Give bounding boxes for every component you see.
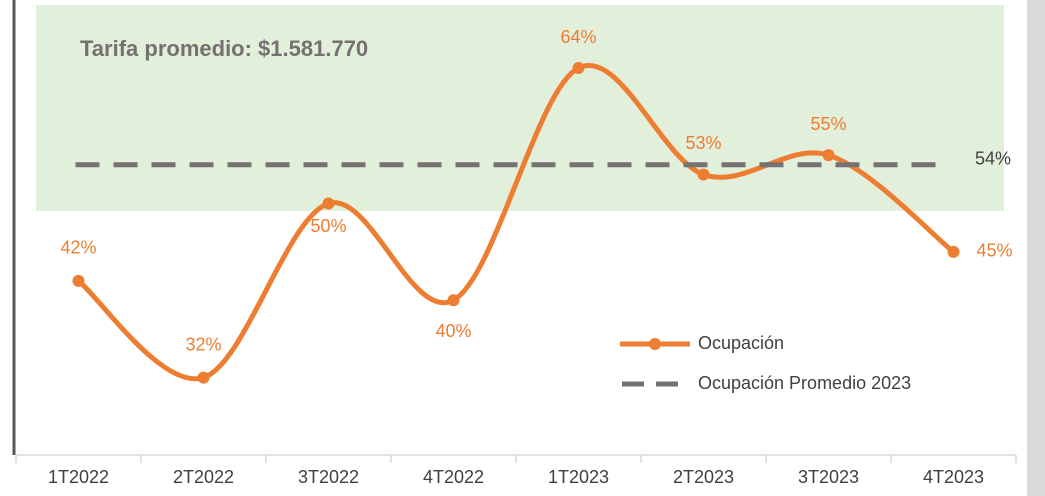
x-tick-label: 1T2022 — [48, 467, 109, 487]
data-label: 55% — [810, 114, 846, 134]
data-label: 64% — [560, 27, 596, 47]
marker — [447, 294, 460, 307]
x-tick-label: 2T2022 — [173, 467, 234, 487]
marker — [72, 274, 85, 287]
x-tick-label: 3T2022 — [298, 467, 359, 487]
x-tick-label: 3T2023 — [798, 467, 859, 487]
legend-label: Ocupación Promedio 2023 — [698, 373, 911, 393]
right-strip — [1027, 0, 1045, 496]
marker — [697, 168, 710, 181]
x-tick-label: 4T2022 — [423, 467, 484, 487]
x-tick-label: 4T2023 — [923, 467, 984, 487]
data-label: 53% — [685, 133, 721, 153]
line — [76, 63, 956, 382]
data-label: 50% — [310, 216, 346, 236]
data-label: 42% — [60, 238, 96, 258]
legend-marker — [649, 338, 661, 350]
marker — [947, 245, 960, 258]
x-tick-label: 1T2023 — [548, 467, 609, 487]
x-tick-label: 2T2023 — [673, 467, 734, 487]
data-label: 54% — [975, 149, 1011, 169]
marker — [822, 149, 835, 162]
marker — [197, 371, 210, 384]
data-label: 40% — [435, 321, 471, 341]
marker — [572, 62, 585, 75]
legend-label: Ocupación — [698, 333, 784, 353]
chart-title: Tarifa promedio: $1.581.770 — [80, 36, 368, 61]
marker — [322, 197, 335, 210]
data-label: 32% — [185, 334, 221, 354]
data-label: 45% — [977, 241, 1013, 261]
